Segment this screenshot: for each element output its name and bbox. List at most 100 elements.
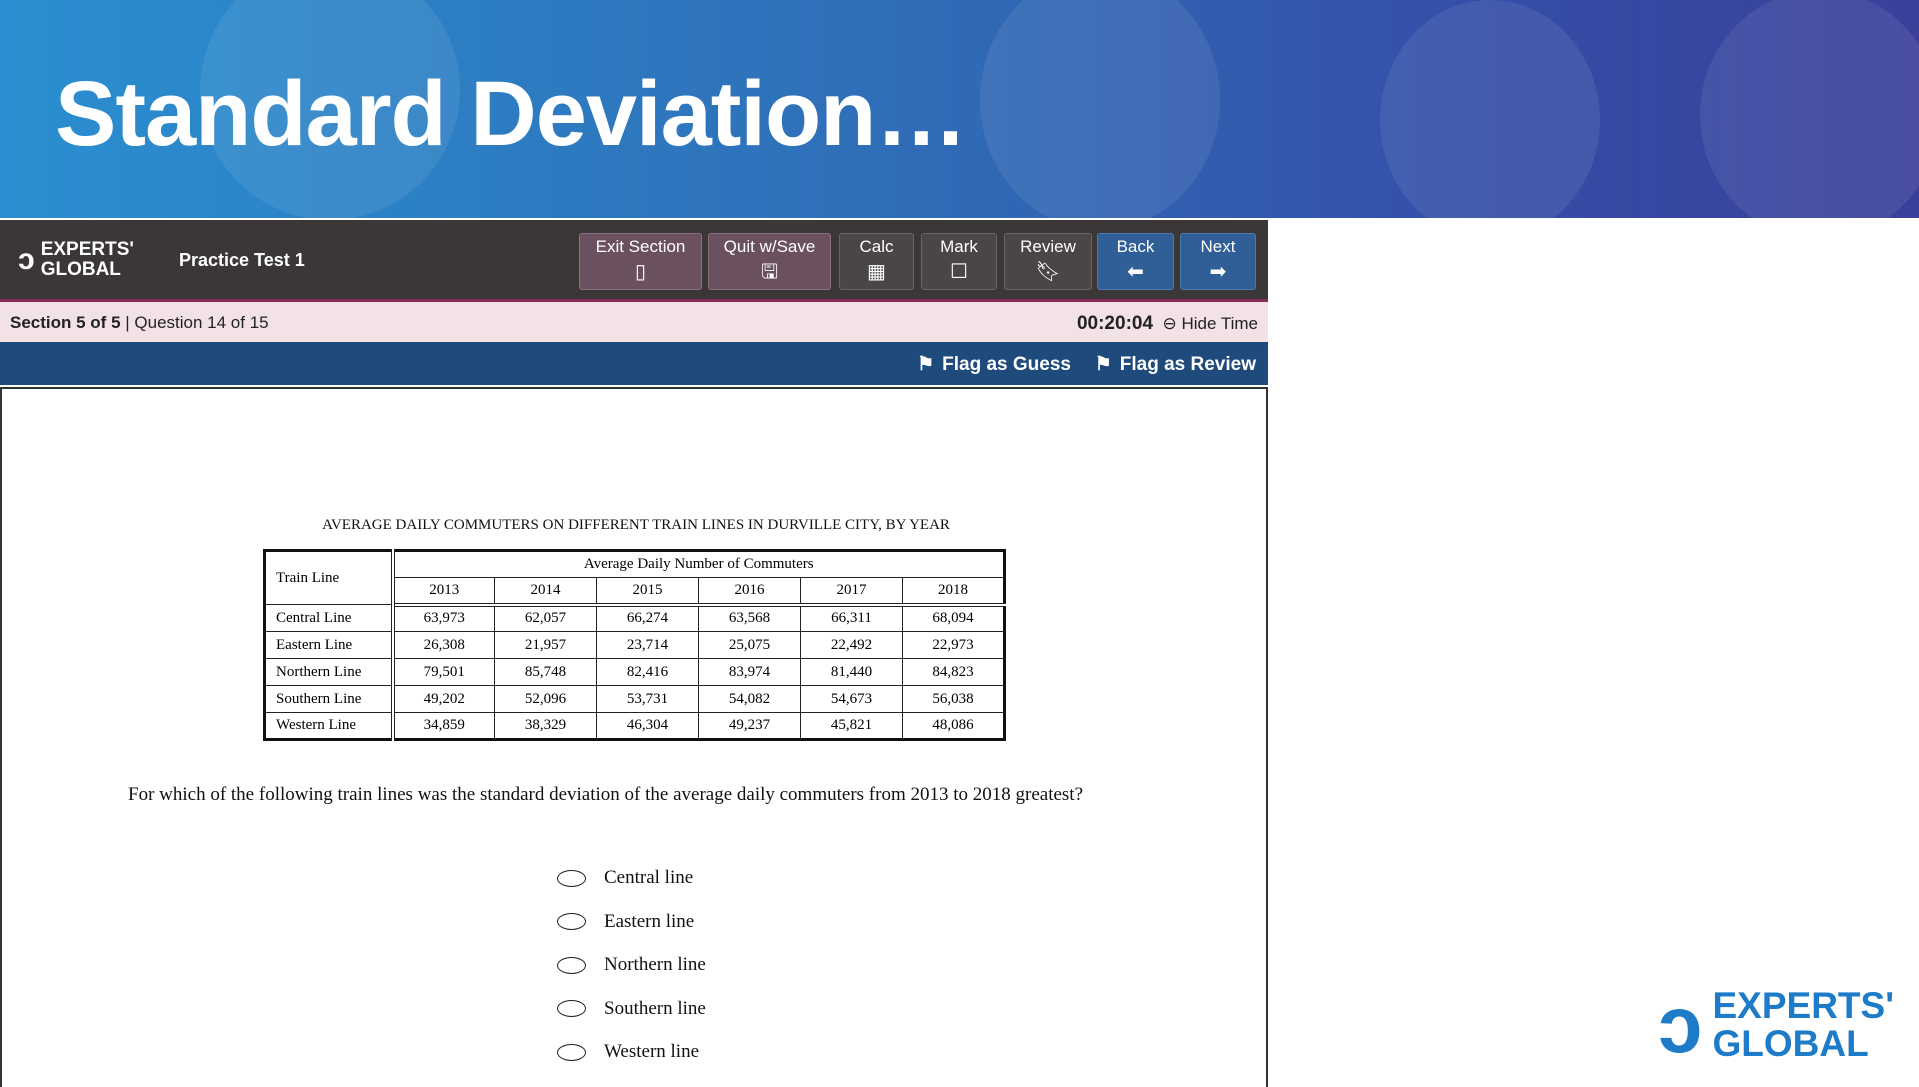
train-line-cell: Southern Line xyxy=(264,685,395,713)
radio-button[interactable] xyxy=(557,1043,586,1061)
value-cell: 83,974 xyxy=(698,658,801,686)
calc-button[interactable]: Calc ▦ xyxy=(839,233,914,290)
answer-option[interactable]: Eastern line xyxy=(557,911,694,933)
bookmark-icon: 🔖︎ xyxy=(1035,261,1061,283)
value-cell: 45,821 xyxy=(800,712,903,740)
option-label: Eastern line xyxy=(604,910,695,932)
value-cell: 21,957 xyxy=(494,631,597,659)
question-panel: AVERAGE DAILY COMMUTERS ON DIFFERENT TRA… xyxy=(0,387,1268,1087)
review-button[interactable]: Review 🔖︎ xyxy=(1004,233,1092,290)
year-header: 2016 xyxy=(698,577,801,607)
value-cell: 85,748 xyxy=(494,658,597,686)
value-cell: 23,714 xyxy=(596,631,699,659)
logo-mark-icon: ↄ xyxy=(1658,980,1703,1069)
train-line-cell: Central Line xyxy=(264,604,395,632)
table-row: Northern Line 79,501 85,748 82,416 83,974 81,… xyxy=(264,658,1005,686)
door-icon: ▯ xyxy=(634,261,646,283)
value-cell: 84,823 xyxy=(902,658,1005,686)
hide-time-button[interactable]: ⊖ Hide Time xyxy=(1162,314,1258,333)
question-text: For which of the following train lines w… xyxy=(128,784,1084,805)
year-header: 2014 xyxy=(494,577,597,607)
group-header: Average Daily Number of Commuters xyxy=(392,550,1005,578)
value-cell: 38,329 xyxy=(494,712,597,740)
value-cell: 66,274 xyxy=(596,604,699,632)
timer: 00:20:04 xyxy=(1076,313,1154,334)
year-header: 2017 xyxy=(800,577,903,607)
value-cell: 54,082 xyxy=(698,685,801,713)
option-label: Central line xyxy=(604,867,694,888)
arrow-left-icon: ⬅ xyxy=(1127,261,1144,283)
arrow-right-icon: ➡ xyxy=(1209,261,1227,283)
train-line-cell: Western Line xyxy=(264,712,395,740)
flag-as-review-button[interactable]: ⚑ Flag as Review xyxy=(1094,353,1256,376)
mark-button[interactable]: Mark ☐ xyxy=(921,233,997,290)
train-line-cell: Northern Line xyxy=(264,658,395,686)
value-cell: 49,202 xyxy=(392,685,495,713)
table-row: Southern Line 49,202 52,096 53,731 54,082 54,… xyxy=(264,685,1005,713)
save-icon: 🖫 xyxy=(760,261,779,283)
test-toolbar: ↄ EXPERTS' GLOBAL Practice Test 1 Exit S… xyxy=(0,220,1268,302)
row-header: Train Line xyxy=(264,550,395,605)
flag-icon: ⚑ xyxy=(1094,354,1112,375)
value-cell: 63,568 xyxy=(698,604,801,632)
radio-button[interactable] xyxy=(557,956,586,974)
table-title: AVERAGE DAILY COMMUTERS ON DIFFERENT TRA… xyxy=(322,517,950,533)
section-indicator: Section 5 of 5 xyxy=(10,313,121,332)
status-bar: Section 5 of 5 | Question 14 of 15 00:20… xyxy=(0,302,1268,342)
value-cell: 79,501 xyxy=(392,658,495,686)
test-name: Practice Test 1 xyxy=(179,250,305,270)
data-table: Train Line Average Daily Number of Commut… xyxy=(263,549,1006,741)
value-cell: 22,973 xyxy=(902,631,1005,659)
value-cell: 34,859 xyxy=(392,712,495,740)
quit-save-button[interactable]: Quit w/Save 🖫 xyxy=(708,233,831,290)
table-row: Central Line 63,973 62,057 66,274 63,568 66,3… xyxy=(264,604,1005,632)
logo-mark-icon: ↄ xyxy=(18,243,35,276)
checkbox-icon: ☐ xyxy=(950,261,968,283)
value-cell: 22,492 xyxy=(800,631,903,659)
answer-option[interactable]: Northern line xyxy=(557,954,706,976)
footer-logo: ↄ EXPERTS' GLOBAL xyxy=(1658,980,1895,1069)
value-cell: 81,440 xyxy=(800,658,903,686)
radio-button[interactable] xyxy=(557,913,586,930)
year-header: 2018 xyxy=(902,577,1005,607)
question-indicator: Question 14 of 15 xyxy=(134,313,269,332)
minus-circle-icon: ⊖ xyxy=(1162,314,1177,333)
value-cell: 82,416 xyxy=(596,658,699,686)
answer-option[interactable]: Western line xyxy=(557,1041,699,1063)
page-title: Standard Deviation… xyxy=(55,63,967,165)
value-cell: 49,237 xyxy=(698,712,801,740)
next-button[interactable]: Next ➡ xyxy=(1180,233,1256,290)
radio-button[interactable] xyxy=(557,869,586,887)
answer-option[interactable]: Southern line xyxy=(557,998,706,1020)
value-cell: 68,094 xyxy=(902,604,1005,632)
back-button[interactable]: Back ⬅ xyxy=(1097,233,1174,290)
value-cell: 54,673 xyxy=(800,685,903,713)
option-label: Western line xyxy=(604,1041,700,1062)
table-row: Western Line 34,859 38,329 46,304 49,237 45,8… xyxy=(264,712,1005,740)
flag-icon: ⚑ xyxy=(917,354,935,375)
train-line-cell: Eastern Line xyxy=(264,631,395,659)
year-header: 2015 xyxy=(596,577,699,607)
exit-section-button[interactable]: Exit Section ▯ xyxy=(579,233,702,290)
value-cell: 52,096 xyxy=(494,685,597,713)
flag-as-guess-button[interactable]: ⚑ Flag as Guess xyxy=(917,353,1071,376)
value-cell: 48,086 xyxy=(902,712,1005,740)
value-cell: 63,973 xyxy=(392,604,495,632)
value-cell: 62,057 xyxy=(494,604,597,632)
header-banner: Standard Deviation… xyxy=(0,0,1919,218)
option-label: Southern line xyxy=(604,997,706,1019)
value-cell: 53,731 xyxy=(596,685,699,713)
radio-button[interactable] xyxy=(557,1000,586,1017)
calculator-icon: ▦ xyxy=(867,261,886,283)
flag-bar: ⚑ Flag as Guess ⚑ Flag as Review xyxy=(0,342,1268,385)
value-cell: 56,038 xyxy=(902,685,1005,713)
value-cell: 46,304 xyxy=(596,712,699,740)
value-cell: 26,308 xyxy=(392,631,495,659)
brand-logo: ↄ EXPERTS' GLOBAL xyxy=(18,239,134,280)
answer-option[interactable]: Central line xyxy=(557,867,693,889)
value-cell: 25,075 xyxy=(698,631,801,659)
value-cell: 66,311 xyxy=(800,604,903,632)
year-header: 2013 xyxy=(392,577,495,607)
table-row: Eastern Line 26,308 21,957 23,714 25,075 22,4… xyxy=(264,631,1005,659)
option-label: Northern line xyxy=(604,954,706,975)
